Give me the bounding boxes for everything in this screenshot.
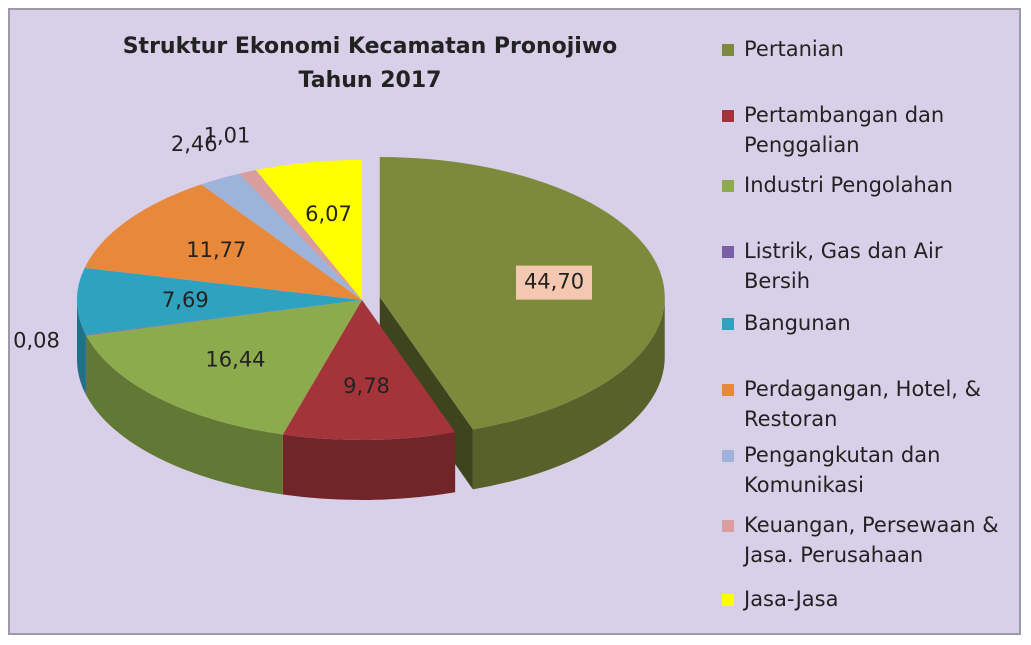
- data-label: 7,69: [162, 288, 209, 312]
- legend-entry: Pengangkutan dan Komunikasi: [722, 440, 1012, 500]
- data-label: 6,07: [305, 202, 352, 226]
- slice-top: [85, 300, 362, 336]
- data-label: 44,70: [524, 270, 584, 294]
- label-box: [516, 265, 593, 300]
- pie-slice: [86, 300, 363, 495]
- slice-top: [282, 300, 456, 440]
- legend-swatch: [722, 450, 734, 462]
- pie-slice: [85, 300, 362, 396]
- legend-label: Pertanian: [744, 37, 844, 61]
- pie-slice: [84, 184, 362, 300]
- legend-swatch: [722, 384, 734, 396]
- legend-swatch: [722, 594, 734, 606]
- legend-label: Keuangan, Persewaan & Jasa. Perusahaan: [744, 513, 999, 567]
- legend-label: Jasa-Jasa: [744, 587, 839, 611]
- legend-entry: Jasa-Jasa: [722, 584, 1012, 614]
- legend-label: Pertambangan dan Penggalian: [744, 103, 945, 157]
- chart-title: Struktur Ekonomi Kecamatan Pronojiwo Tah…: [122, 34, 618, 93]
- slice-side: [472, 297, 665, 490]
- legend-label: Pengangkutan dan Komunikasi: [744, 443, 941, 497]
- legend-entry: Keuangan, Persewaan & Jasa. Perusahaan: [722, 510, 1012, 570]
- pie-slice: [77, 267, 362, 395]
- legend-label: Perdagangan, Hotel, & Restoran: [744, 377, 982, 431]
- slice-top: [84, 184, 362, 300]
- slice-top: [255, 160, 362, 300]
- data-label: 16,44: [205, 348, 265, 372]
- slice-top: [86, 300, 363, 435]
- slice-side: [282, 432, 456, 500]
- slice-top: [77, 267, 362, 335]
- legend-entry: Pertambangan dan Penggalian: [722, 100, 1012, 160]
- pie-slice: [201, 173, 362, 300]
- pie-slice: [239, 170, 362, 300]
- slice-top: [201, 173, 362, 300]
- legend-label: Industri Pengolahan: [744, 173, 953, 197]
- data-label: 0,08: [13, 328, 60, 352]
- pie-slice: [282, 300, 456, 500]
- legend-entry: Perdagangan, Hotel, & Restoran: [722, 374, 1012, 434]
- legend-swatch: [722, 110, 734, 122]
- legend-swatch: [722, 44, 734, 56]
- data-label: 2,46: [171, 132, 218, 156]
- legend-entry: Industri Pengolahan: [722, 170, 1012, 200]
- legend-entry: Pertanian: [722, 34, 1012, 64]
- legend-label: Bangunan: [744, 311, 851, 335]
- legend-entry: Listrik, Gas dan Air Bersih: [722, 236, 1012, 296]
- legend-entry: Bangunan: [722, 308, 1012, 338]
- data-label: 9,78: [343, 374, 390, 398]
- data-label: 11,77: [186, 238, 246, 262]
- slice-side: [77, 300, 86, 395]
- legend-swatch: [722, 520, 734, 532]
- legend-label: Listrik, Gas dan Air Bersih: [744, 239, 943, 293]
- legend-swatch: [722, 318, 734, 330]
- slice-top: [239, 170, 362, 300]
- data-label: 1,01: [204, 124, 251, 148]
- slice-side: [86, 335, 283, 495]
- pie-slice: [255, 160, 362, 300]
- legend-swatch: [722, 180, 734, 192]
- legend-swatch: [722, 246, 734, 258]
